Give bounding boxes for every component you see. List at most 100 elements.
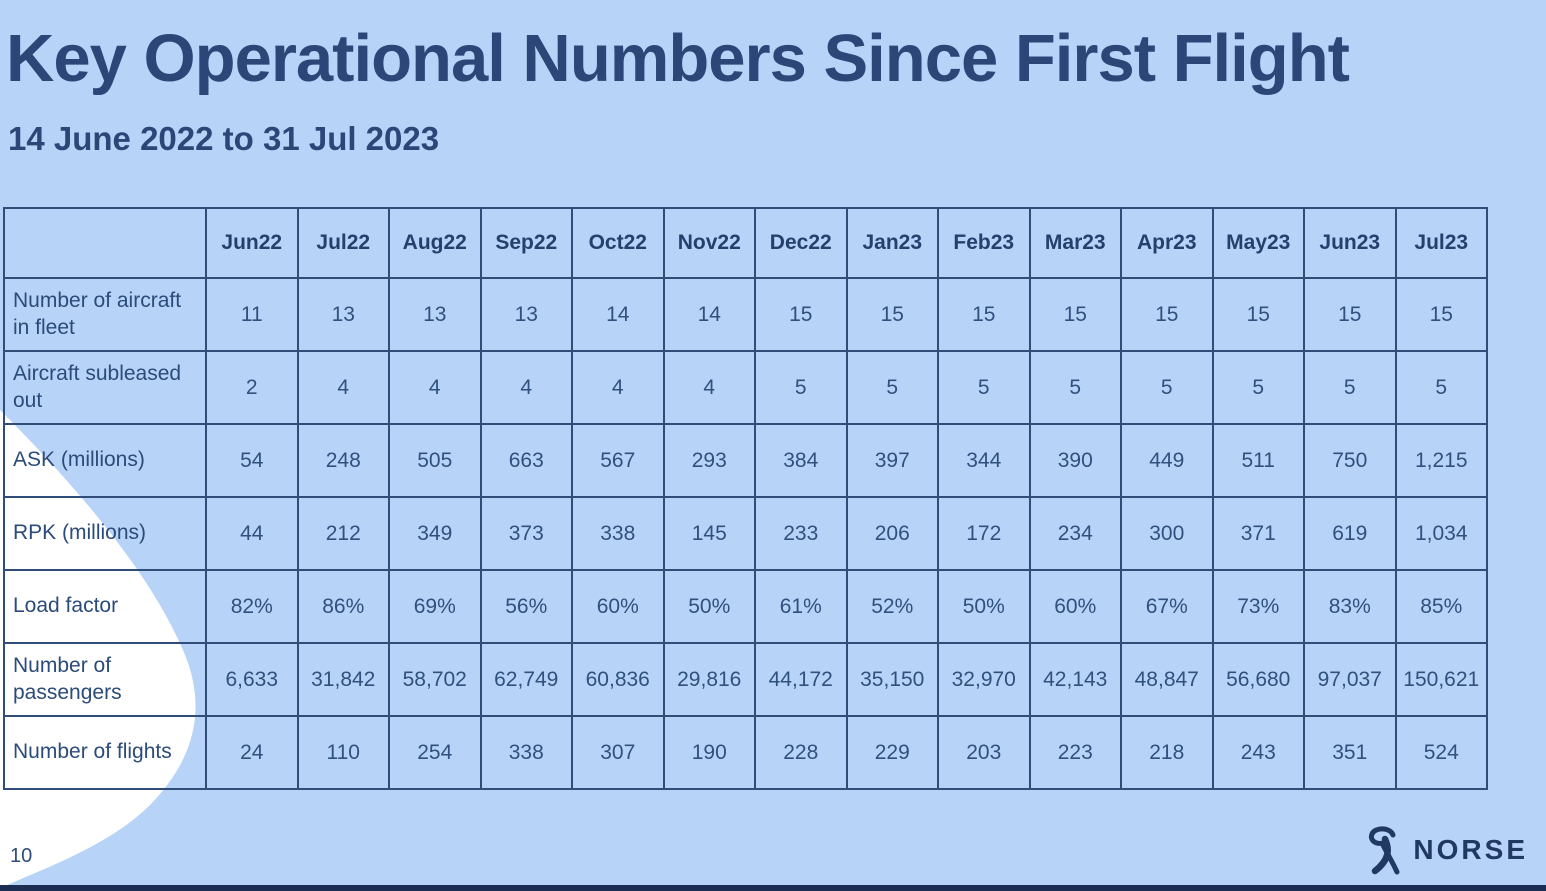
data-cell: 67% xyxy=(1120,569,1214,644)
data-cell: 4 xyxy=(388,350,482,425)
data-cell: 42,143 xyxy=(1028,642,1122,717)
table-header-cell: Mar23 xyxy=(1028,207,1122,279)
table-header-cell: Apr23 xyxy=(1120,207,1214,279)
data-cell: 50% xyxy=(662,569,756,644)
data-cell: 1,034 xyxy=(1394,496,1488,571)
data-cell: 505 xyxy=(388,423,482,498)
data-cell: 5 xyxy=(754,350,848,425)
data-cell: 373 xyxy=(479,496,573,571)
data-cell: 233 xyxy=(754,496,848,571)
data-cell: 338 xyxy=(571,496,665,571)
table-header-cell: Sep22 xyxy=(479,207,573,279)
data-cell: 13 xyxy=(479,277,573,352)
data-cell: 50% xyxy=(937,569,1031,644)
footer-bar xyxy=(0,885,1546,891)
data-cell: 449 xyxy=(1120,423,1214,498)
row-label-cell: Number of aircraft in fleet xyxy=(3,277,207,352)
data-cell: 567 xyxy=(571,423,665,498)
data-cell: 223 xyxy=(1028,715,1122,790)
data-cell: 5 xyxy=(937,350,1031,425)
data-cell: 5 xyxy=(1120,350,1214,425)
table-header-cell: Jun23 xyxy=(1303,207,1397,279)
data-cell: 248 xyxy=(296,423,390,498)
data-cell: 15 xyxy=(1211,277,1305,352)
data-cell: 14 xyxy=(662,277,756,352)
norse-figure-icon xyxy=(1369,826,1400,875)
data-cell: 15 xyxy=(1028,277,1122,352)
data-cell: 390 xyxy=(1028,423,1122,498)
page-number: 10 xyxy=(10,845,33,867)
table-row: Number of passengers 6,633 31,842 58,702 62,… xyxy=(3,642,1488,717)
table-row: Number of flights 24 110 254 338 307 190 228 229… xyxy=(3,715,1488,790)
norse-wordmark: NORSE xyxy=(1413,834,1528,865)
table-header-cell: Aug22 xyxy=(388,207,482,279)
data-cell: 44,172 xyxy=(754,642,848,717)
data-cell: 60% xyxy=(1028,569,1122,644)
table-header-cell: Jan23 xyxy=(845,207,939,279)
data-cell: 1,215 xyxy=(1394,423,1488,498)
data-cell: 29,816 xyxy=(662,642,756,717)
data-cell: 150,621 xyxy=(1394,642,1488,717)
data-cell: 58,702 xyxy=(388,642,482,717)
data-cell: 397 xyxy=(845,423,939,498)
row-label-cell: ASK (millions) xyxy=(3,423,207,498)
data-cell: 4 xyxy=(571,350,665,425)
data-cell: 243 xyxy=(1211,715,1305,790)
data-cell: 4 xyxy=(662,350,756,425)
data-cell: 15 xyxy=(754,277,848,352)
table-header-cell: Jul23 xyxy=(1394,207,1488,279)
table-header-cell: Dec22 xyxy=(754,207,848,279)
data-cell: 11 xyxy=(205,277,299,352)
data-cell: 307 xyxy=(571,715,665,790)
data-cell: 15 xyxy=(937,277,1031,352)
data-cell: 85% xyxy=(1394,569,1488,644)
table-row: ASK (millions) 54 248 505 663 567 293 384 397 344… xyxy=(3,423,1488,498)
data-cell: 24 xyxy=(205,715,299,790)
data-cell: 13 xyxy=(296,277,390,352)
data-cell: 349 xyxy=(388,496,482,571)
data-cell: 293 xyxy=(662,423,756,498)
data-cell: 218 xyxy=(1120,715,1214,790)
data-cell: 5 xyxy=(1211,350,1305,425)
data-cell: 15 xyxy=(1394,277,1488,352)
data-cell: 97,037 xyxy=(1303,642,1397,717)
data-cell: 384 xyxy=(754,423,848,498)
table-header-cell: Jul22 xyxy=(296,207,390,279)
table-header-row: Jun22 Jul22 Aug22 Sep22 Oct22 Nov22 Dec22 Jan23… xyxy=(3,207,1488,279)
table-header-cell xyxy=(3,207,207,279)
data-cell: 190 xyxy=(662,715,756,790)
data-cell: 73% xyxy=(1211,569,1305,644)
data-cell: 145 xyxy=(662,496,756,571)
data-cell: 14 xyxy=(571,277,665,352)
data-cell: 32,970 xyxy=(937,642,1031,717)
data-cell: 338 xyxy=(479,715,573,790)
table-row: Aircraft subleased out 2 4 4 4 4 4 5 5 5 5 5 5 5 5 xyxy=(3,350,1488,425)
table-row: Number of aircraft in fleet 11 13 13 13 14 14 1… xyxy=(3,277,1488,352)
data-cell: 371 xyxy=(1211,496,1305,571)
data-cell: 300 xyxy=(1120,496,1214,571)
data-cell: 35,150 xyxy=(845,642,939,717)
data-cell: 56% xyxy=(479,569,573,644)
data-cell: 56,680 xyxy=(1211,642,1305,717)
data-cell: 110 xyxy=(296,715,390,790)
data-cell: 15 xyxy=(845,277,939,352)
data-cell: 234 xyxy=(1028,496,1122,571)
data-cell: 228 xyxy=(754,715,848,790)
data-cell: 15 xyxy=(1120,277,1214,352)
table-header: Jun22 Jul22 Aug22 Sep22 Oct22 Nov22 Dec22 Jan23… xyxy=(3,207,1488,279)
data-cell: 254 xyxy=(388,715,482,790)
data-cell: 351 xyxy=(1303,715,1397,790)
data-cell: 229 xyxy=(845,715,939,790)
data-cell: 83% xyxy=(1303,569,1397,644)
data-cell: 62,749 xyxy=(479,642,573,717)
row-label-cell: Number of flights xyxy=(3,715,207,790)
data-cell: 511 xyxy=(1211,423,1305,498)
table-body: Number of aircraft in fleet 11 13 13 13 14 14 1… xyxy=(3,277,1488,790)
data-cell: 82% xyxy=(205,569,299,644)
data-cell: 31,842 xyxy=(296,642,390,717)
row-label-cell: Aircraft subleased out xyxy=(3,350,207,425)
page-subtitle: 14 June 2022 to 31 Jul 2023 xyxy=(8,120,440,157)
page-title: Key Operational Numbers Since First Flig… xyxy=(6,21,1350,96)
table-header-cell: Oct22 xyxy=(571,207,665,279)
